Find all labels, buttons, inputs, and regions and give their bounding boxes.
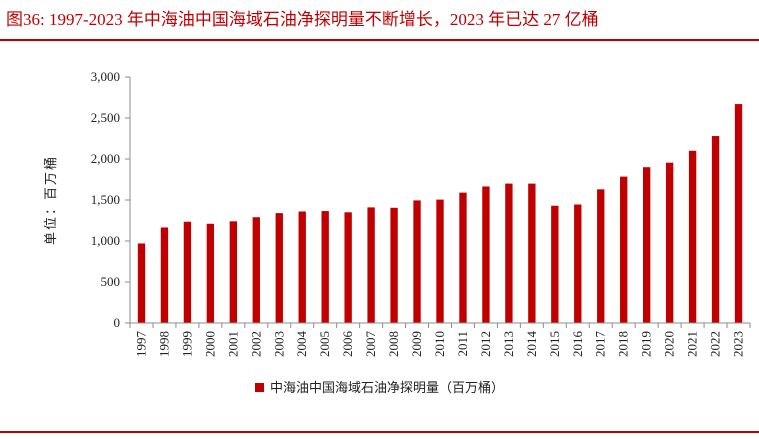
y-tick-label: 0 xyxy=(114,315,121,330)
bar-2002 xyxy=(252,217,260,323)
bar-1997 xyxy=(137,243,146,323)
legend: 中海油中国海域石油净探明量（百万桶） xyxy=(0,380,759,398)
bar-1999 xyxy=(183,221,192,323)
y-tick-label: 500 xyxy=(101,274,121,289)
x-tick-label: 2011 xyxy=(455,331,470,357)
x-tick-label: 2001 xyxy=(225,331,240,357)
bar-2009 xyxy=(413,200,421,323)
bar-2006 xyxy=(344,212,352,323)
x-tick-label: 2003 xyxy=(271,331,286,357)
x-tick-label: 2018 xyxy=(616,331,631,357)
x-tick-label: 2010 xyxy=(432,331,447,357)
bar-2014 xyxy=(528,183,536,323)
x-tick-label: 2021 xyxy=(685,331,700,357)
bar-2020 xyxy=(665,162,674,323)
bar-2013 xyxy=(505,183,513,323)
x-tick-label: 2017 xyxy=(593,331,608,358)
chart-title: 图36: 1997-2023 年中海油中国海域石油净探明量不断增长，2023 年… xyxy=(6,10,599,29)
y-tick-label: 2,000 xyxy=(91,151,120,166)
y-tick-label: 3,000 xyxy=(91,69,120,84)
bar-2018 xyxy=(620,176,628,323)
x-tick-label: 1998 xyxy=(156,331,171,357)
bar-2007 xyxy=(367,207,375,323)
x-tick-label: 2015 xyxy=(547,331,562,357)
bar-2004 xyxy=(298,211,306,323)
bars xyxy=(137,104,743,323)
bar-2011 xyxy=(459,192,467,323)
x-tick-label: 2009 xyxy=(409,331,424,357)
bar-2022 xyxy=(711,136,720,323)
x-tick-label: 2005 xyxy=(317,331,332,357)
x-tick-label: 2008 xyxy=(386,331,401,357)
bar-2008 xyxy=(390,207,398,323)
x-tick-label: 2022 xyxy=(708,331,723,357)
bar-2023 xyxy=(734,104,743,323)
bar-2021 xyxy=(688,150,697,323)
bar-2015 xyxy=(551,205,559,323)
bar-2003 xyxy=(275,213,283,323)
bar-1998 xyxy=(160,227,169,323)
bar-2010 xyxy=(436,199,444,323)
x-tick-label: 2006 xyxy=(340,331,355,358)
legend-label: 中海油中国海域石油净探明量（百万桶） xyxy=(269,381,504,396)
y-axis: 0 500 1,000 1,500 2,000 2,500 3,000 xyxy=(91,69,131,330)
x-tick-label: 2013 xyxy=(501,331,516,357)
bar-2001 xyxy=(229,221,238,323)
x-tick-label: 2000 xyxy=(202,331,217,357)
y-tick-label: 2,500 xyxy=(91,110,120,125)
bar-2016 xyxy=(574,204,582,323)
bar-2017 xyxy=(597,189,605,323)
x-axis: 1997 1998 1999 2000 2001 2002 2003 2004 2005 2006… xyxy=(129,322,751,358)
x-tick-label: 2020 xyxy=(662,331,677,357)
x-tick-label: 2016 xyxy=(570,331,585,358)
x-tick-label: 2012 xyxy=(478,331,493,357)
x-tick-label: 2019 xyxy=(639,331,654,357)
title-divider xyxy=(0,39,759,41)
x-tick-label: 2023 xyxy=(731,331,746,357)
x-tick-label: 1997 xyxy=(133,331,148,358)
y-axis-label: 单位：百万桶 xyxy=(44,155,59,245)
bar-2000 xyxy=(206,223,215,323)
x-tick-label: 2014 xyxy=(524,331,539,358)
x-tick-label: 2002 xyxy=(248,331,263,357)
legend-swatch xyxy=(254,383,264,392)
x-tick-label: 2007 xyxy=(363,331,378,358)
bar-2019 xyxy=(642,167,651,323)
bar-2005 xyxy=(321,211,329,323)
y-tick-label: 1,500 xyxy=(91,192,120,207)
bar-2012 xyxy=(482,186,490,323)
x-tick-label: 1999 xyxy=(179,331,194,357)
bottom-divider xyxy=(0,431,759,433)
x-tick-label: 2004 xyxy=(294,331,309,358)
y-tick-label: 1,000 xyxy=(91,233,120,248)
